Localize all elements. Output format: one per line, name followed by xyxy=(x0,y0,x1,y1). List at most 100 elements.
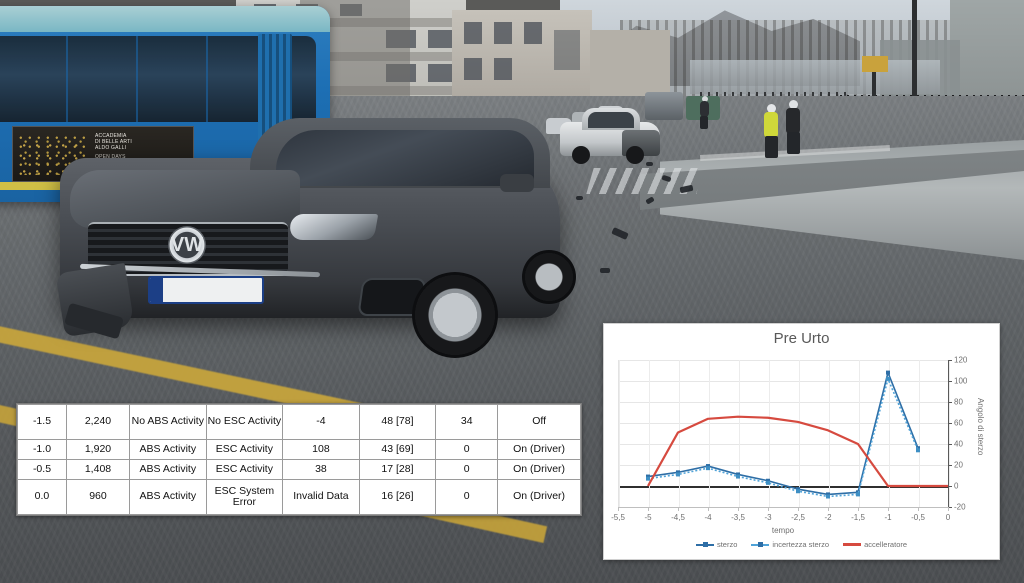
series-marker xyxy=(646,476,650,481)
x-tick-label: -4,5 xyxy=(671,513,685,522)
x-axis-title: tempo xyxy=(771,526,795,535)
y-axis-title: Angolo di sterzo xyxy=(976,398,985,456)
x-tick-label: -0,5 xyxy=(911,513,925,522)
y-tick xyxy=(948,402,952,403)
series-marker xyxy=(796,487,800,492)
pedestrian-far xyxy=(700,96,710,130)
series-marker xyxy=(826,494,830,499)
gridline-horizontal xyxy=(619,444,948,445)
y-tick-label: 120 xyxy=(954,355,968,365)
y-tick xyxy=(948,444,952,445)
series-marker xyxy=(646,474,650,479)
table-row: -1.5 2,240 No ABS Activity No ESC Activi… xyxy=(17,404,581,440)
gridline-horizontal xyxy=(619,381,948,382)
cell-belt: On (Driver) xyxy=(497,479,581,515)
debris-piece xyxy=(646,162,653,166)
y-tick-label: -20 xyxy=(954,502,966,512)
x-tick xyxy=(618,507,619,511)
y-tick-label: 80 xyxy=(954,397,963,407)
x-tick xyxy=(648,507,649,511)
legend-swatch-accelleratore xyxy=(843,543,862,546)
legend-label: sterzo xyxy=(716,540,738,549)
x-tick-label: -1 xyxy=(884,513,892,522)
street-sign xyxy=(862,56,888,72)
x-tick-label: -5,5 xyxy=(611,513,625,522)
chart-title: Pre Urto xyxy=(773,330,830,347)
series-line-sterzo xyxy=(647,371,919,496)
cell-esc: ESC System Error xyxy=(205,479,284,515)
far-truck-1 xyxy=(645,92,683,120)
y-tick xyxy=(948,486,952,487)
series-line-accelleratore xyxy=(647,415,948,488)
series-marker xyxy=(766,480,770,485)
suv-side-mirror xyxy=(500,174,534,192)
suv-headlight-left xyxy=(287,214,379,240)
y-tick-label: 0 xyxy=(954,481,959,491)
series-marker xyxy=(706,464,710,469)
cell-time: -0.5 xyxy=(17,459,67,480)
cell-steering: 108 xyxy=(282,439,360,460)
suv-windshield xyxy=(276,130,534,186)
pre-urto-chart-panel: Pre Urto -20 0 20 40 60 80 100 120 Angolo di st… xyxy=(603,323,1000,560)
suv-front-wheel xyxy=(412,272,498,358)
legend-label: accelleratore xyxy=(864,540,908,549)
table-body: -1.5 2,240 No ABS Activity No ESC Activi… xyxy=(17,404,581,515)
chart-plot-area xyxy=(618,360,950,508)
cell-time: 0.0 xyxy=(17,479,67,515)
series-marker xyxy=(676,472,680,477)
cell-steering: Invalid Data xyxy=(282,479,360,515)
gridline-vertical xyxy=(889,360,890,507)
x-axis-line xyxy=(618,507,948,508)
cell-abs: ABS Activity xyxy=(129,439,207,460)
gridline-vertical xyxy=(859,360,860,507)
x-tick xyxy=(768,507,769,511)
legend-label: incertezza sterzo xyxy=(772,540,830,549)
debris-piece xyxy=(576,196,583,200)
cell-esc: ESC Activity xyxy=(205,439,284,460)
cell-engine-speed: 960 xyxy=(65,479,131,515)
gridline-vertical xyxy=(829,360,830,507)
y-tick xyxy=(948,381,952,382)
y-tick-label: 60 xyxy=(954,418,963,428)
bus-roof xyxy=(0,6,330,32)
legend-item-sterzo[interactable]: sterzo xyxy=(695,540,738,549)
legend-item-accelleratore[interactable]: accelleratore xyxy=(843,540,907,549)
cell-speed: 16 [26] xyxy=(358,479,437,515)
x-tick xyxy=(888,507,889,511)
cell-steering: -4 xyxy=(282,404,360,440)
gridline-horizontal xyxy=(619,465,948,466)
x-tick-label: -3 xyxy=(764,513,772,522)
legend-item-incertezza-sterzo[interactable]: incertezza sterzo xyxy=(751,540,829,549)
volkswagen-t-roc-suv: VW xyxy=(55,118,576,358)
gridline-vertical xyxy=(919,360,920,507)
gridline-vertical xyxy=(949,360,950,507)
y-axis-line xyxy=(948,360,949,507)
second-damaged-car xyxy=(560,108,660,164)
series-marker xyxy=(706,466,710,471)
suv-licence-plate xyxy=(148,276,264,304)
cell-engine-speed: 2,240 xyxy=(65,404,131,440)
cell-abs: No ABS Activity xyxy=(129,404,207,440)
cell-throttle: 0 xyxy=(435,439,499,460)
debris-piece xyxy=(600,268,610,273)
y-tick xyxy=(948,465,952,466)
x-tick-label: -4 xyxy=(704,513,712,522)
x-tick xyxy=(678,507,679,511)
cell-throttle: 34 xyxy=(435,404,499,440)
gridline-horizontal xyxy=(619,360,948,361)
lamp-post xyxy=(912,0,917,150)
cell-speed: 48 [78] xyxy=(358,404,437,440)
series-marker xyxy=(796,489,800,494)
cell-engine-speed: 1,920 xyxy=(65,439,131,460)
x-tick xyxy=(858,507,859,511)
gridline-horizontal xyxy=(619,423,948,424)
cell-time: -1.5 xyxy=(17,404,67,440)
x-tick-label: -5 xyxy=(644,513,652,522)
x-tick-label: -1,5 xyxy=(851,513,865,522)
cell-time: -1.0 xyxy=(17,439,67,460)
x-tick xyxy=(948,507,949,511)
y-tick-label: 20 xyxy=(954,460,963,470)
chart-series-layer xyxy=(646,370,948,499)
legend-swatch-sterzo xyxy=(695,541,714,547)
